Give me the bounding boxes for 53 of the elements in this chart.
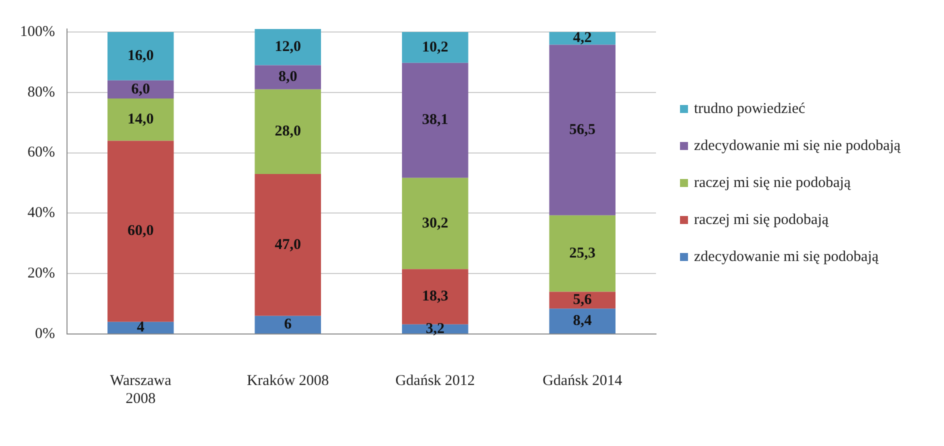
data-label: 30,2	[422, 215, 448, 232]
bar	[107, 322, 174, 334]
legend-label: raczej mi się nie podobają	[694, 174, 851, 192]
data-label: 6,0	[131, 81, 150, 98]
data-label: 18,3	[422, 288, 448, 305]
data-label: 14,0	[127, 111, 154, 128]
bar	[107, 80, 174, 98]
bar	[254, 174, 322, 316]
y-tick-label: 0%	[34, 326, 55, 342]
data-label: 4	[136, 320, 145, 336]
bar	[549, 215, 616, 292]
bar	[107, 32, 174, 80]
data-label: 10,2	[422, 39, 448, 56]
bar	[107, 98, 174, 141]
y-tick-label: 40%	[27, 205, 55, 222]
data-label: 16,0	[127, 48, 154, 64]
data-label: 28,0	[274, 124, 301, 140]
data-label: 47,0	[274, 236, 301, 253]
x-tick-label: Gdańsk 2012	[395, 372, 475, 389]
data-label: 8,4	[573, 312, 592, 329]
bar	[402, 269, 468, 324]
legend-label: raczej mi się podobają	[694, 212, 829, 228]
bar	[107, 140, 174, 322]
bar	[254, 89, 322, 174]
bar	[402, 32, 468, 63]
data-label: 60,0	[127, 223, 154, 240]
data-label: 4,2	[573, 30, 592, 46]
legend-label: zdecydowanie mi się nie podobają	[694, 138, 901, 154]
bar	[254, 316, 322, 334]
legend-label: zdecydowanie mi się podobają	[694, 248, 879, 266]
x-tick-label: Warszawa 2008	[110, 372, 172, 407]
bar	[549, 44, 616, 216]
y-tick-label: 100%	[20, 24, 55, 40]
bar	[549, 308, 616, 334]
data-label: 8,0	[278, 69, 298, 86]
bar	[402, 178, 468, 270]
x-tick-label: Gdańsk 2014	[542, 372, 623, 389]
x-tick-label: Kraków 2008	[246, 372, 329, 389]
data-label: 6	[284, 316, 292, 333]
legend-label: trudno powiedzieć	[694, 100, 806, 118]
bar	[402, 62, 468, 178]
data-label: 38,1	[422, 112, 448, 128]
data-label: 25,3	[569, 245, 596, 262]
bar	[254, 29, 322, 66]
data-label: 5,6	[573, 292, 592, 308]
y-tick-label: 60%	[27, 144, 55, 161]
y-tick-label: 20%	[27, 266, 55, 282]
data-label: 12,0	[274, 38, 301, 55]
y-tick-label: 80%	[27, 84, 55, 100]
data-label: 3,2	[426, 320, 444, 337]
bar	[549, 292, 616, 309]
bar	[254, 65, 322, 90]
data-label: 56,5	[569, 122, 596, 138]
